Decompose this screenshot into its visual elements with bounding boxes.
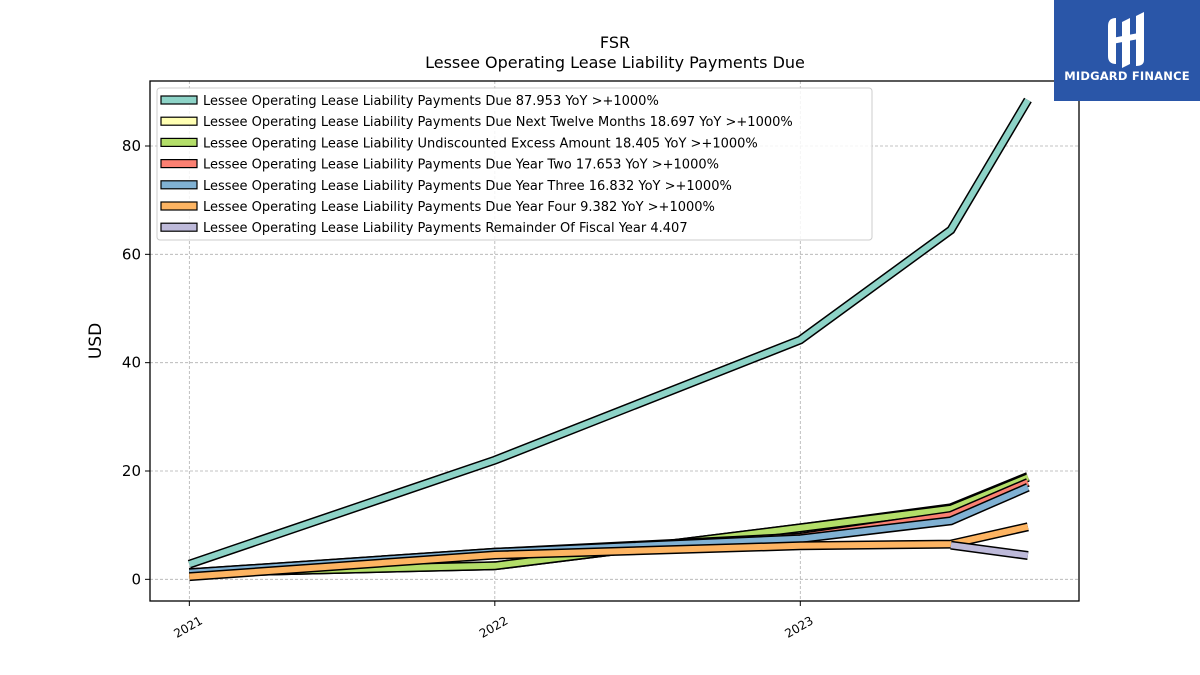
- series-lines: [187, 97, 1032, 582]
- x-tick-label: 2022: [477, 613, 510, 640]
- y-tick-label: 20: [122, 462, 141, 480]
- y-tick-label: 60: [122, 245, 141, 263]
- legend: Lessee Operating Lease Liability Payment…: [156, 87, 873, 241]
- x-tick-label: 2021: [171, 613, 204, 640]
- midgard-logo-icon: [1108, 12, 1144, 68]
- plot-frame: [149, 80, 1080, 602]
- legend-swatch-2: [160, 116, 198, 126]
- y-tick-label: 80: [122, 137, 141, 155]
- legend-label-1: Lessee Operating Lease Liability Payment…: [203, 94, 659, 109]
- series-line-outline-5: [188, 483, 1030, 578]
- series-line-1: [188, 98, 1031, 568]
- legend-box: [156, 87, 873, 241]
- y-tick-label: 0: [131, 570, 141, 588]
- legend-label-6: Lessee Operating Lease Liability Payment…: [203, 200, 715, 215]
- series-line-6: [189, 523, 1029, 580]
- legend-swatch-4: [160, 159, 198, 169]
- legend-label-3: Lessee Operating Lease Liability Undisco…: [203, 136, 758, 151]
- legend-swatch-5: [160, 180, 198, 190]
- chart-subtitle: Lessee Operating Lease Liability Payment…: [425, 53, 805, 72]
- legend-swatch-7: [160, 222, 198, 232]
- legend-label-7: Lessee Operating Lease Liability Payment…: [203, 221, 688, 236]
- chart-title: FSR: [600, 33, 630, 52]
- series-line-3: [189, 474, 1030, 576]
- legend-swatch-6: [160, 201, 198, 211]
- y-axis-label: USD: [86, 323, 106, 359]
- legend-label-2: Lessee Operating Lease Liability Payment…: [203, 115, 793, 130]
- y-tick-label: 40: [122, 354, 141, 372]
- series-line-7: [950, 542, 1029, 559]
- midgard-finance-logo: MIDGARD FINANCE: [1054, 0, 1200, 101]
- legend-label-4: Lessee Operating Lease Liability Payment…: [203, 158, 719, 173]
- legend-swatch-3: [160, 137, 198, 147]
- logo-text: MIDGARD FINANCE: [1064, 69, 1190, 83]
- x-tick-label: 2023: [782, 613, 815, 640]
- legend-label-5: Lessee Operating Lease Liability Payment…: [203, 179, 732, 194]
- legend-swatch-1: [160, 95, 198, 105]
